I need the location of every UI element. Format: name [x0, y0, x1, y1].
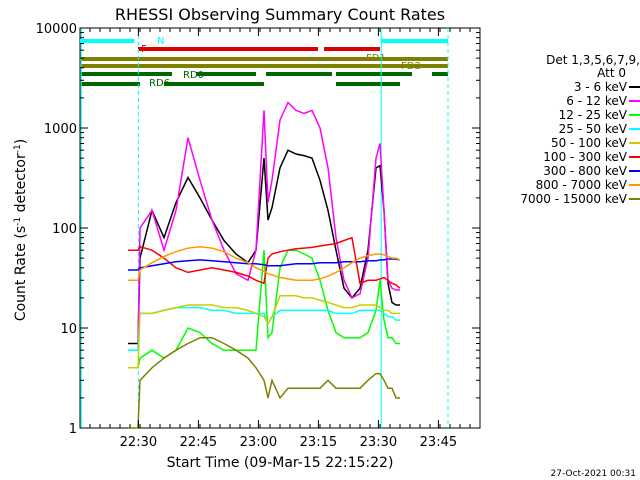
- series-line-7: [128, 245, 401, 282]
- y-tick-label: 1000: [44, 122, 77, 137]
- series-line-5: [128, 236, 401, 289]
- series-line-3: [128, 306, 400, 351]
- status-label-fd2: FD2: [401, 61, 421, 72]
- status-bars: NFFD1FD2RD0RD6: [80, 36, 448, 89]
- legend-title: Det 1,3,5,6,7,9,: [546, 53, 640, 67]
- timestamp: 27-Oct-2021 00:31: [551, 469, 636, 479]
- status-label-rd6: RD6: [149, 78, 170, 89]
- legend-label: 25 - 50 keV: [559, 122, 628, 136]
- y-tick-label: 10: [60, 322, 77, 337]
- status-label-f: F: [141, 44, 147, 55]
- legend-label: 300 - 800 keV: [543, 164, 627, 178]
- status-label-n: N: [157, 36, 164, 47]
- legend-subtitle: Att 0: [597, 66, 626, 80]
- axes: 1 10 100 1000 10000 22:30 22:45 23:00 23:15 23:30…: [36, 22, 481, 450]
- chart-title: RHESSI Observing Summary Count Rates: [115, 5, 445, 24]
- y-tick-label: 10000: [36, 22, 77, 37]
- x-tick-label: 23:45: [420, 435, 457, 450]
- legend-label: 12 - 25 keV: [559, 108, 628, 122]
- legend-label: 800 - 7000 keV: [536, 178, 628, 192]
- series-lines: [128, 101, 401, 429]
- status-label-rd0: RD0: [183, 70, 204, 81]
- series-line-4: [128, 295, 400, 369]
- series-line-6: [128, 258, 401, 271]
- y-tick-label: 100: [52, 222, 77, 237]
- series-line-1: [128, 101, 400, 351]
- legend-label: 100 - 300 keV: [543, 150, 627, 164]
- x-tick-label: 23:15: [300, 435, 337, 450]
- legend-label: 7000 - 15000 keV: [520, 192, 627, 206]
- x-tick-label: 22:45: [180, 435, 217, 450]
- y-tick-label: 1: [69, 422, 77, 437]
- y-axis-label: Count Rate (s-1 detector-1): [13, 139, 29, 321]
- legend-label: 6 - 12 keV: [566, 94, 628, 108]
- x-axis-label: Start Time (09-Mar-15 22:15:22): [167, 455, 394, 471]
- legend-label: 50 - 100 keV: [551, 136, 628, 150]
- x-tick-label: 22:30: [120, 435, 157, 450]
- legend-label: 3 - 6 keV: [574, 80, 628, 94]
- series-line-8: [128, 336, 400, 429]
- series-line-0: [128, 149, 400, 345]
- x-tick-label: 23:00: [240, 435, 277, 450]
- x-tick-label: 23:30: [360, 435, 397, 450]
